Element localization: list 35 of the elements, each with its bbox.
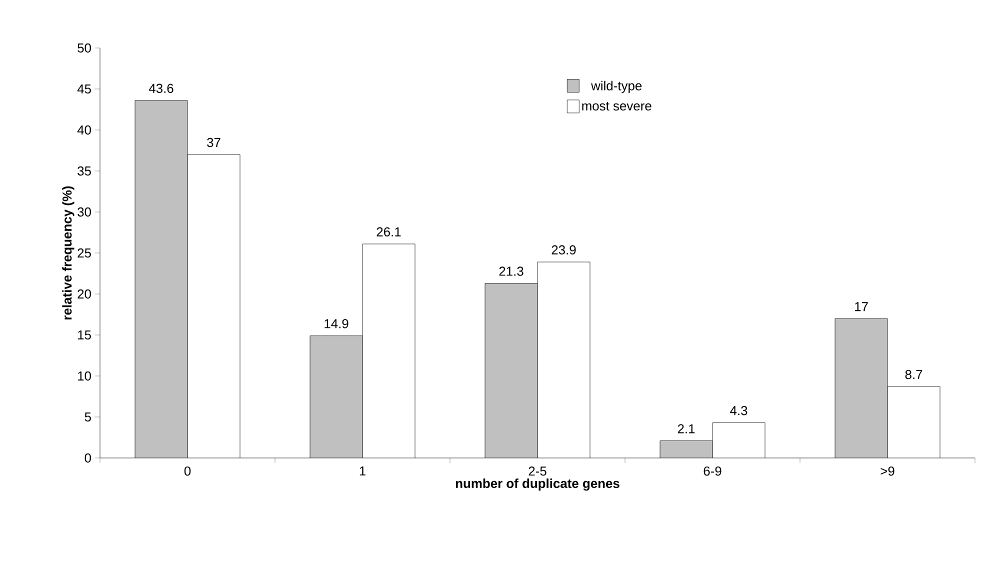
data-label: 17 [855, 302, 868, 312]
bar [834, 318, 888, 458]
y-tick-label: 25 [78, 248, 91, 258]
x-tick-label: 0 [184, 466, 191, 476]
data-label: 4.3 [730, 406, 748, 416]
bar [310, 336, 363, 458]
y-tick-label: 15 [78, 330, 91, 340]
x-tick-label: >9 [880, 466, 894, 476]
data-label: 14.9 [324, 319, 348, 328]
y-tick-label: 10 [78, 371, 91, 381]
bar [660, 440, 713, 458]
y-tick-label: 40 [77, 125, 91, 135]
y-tick-label: 50 [78, 43, 91, 53]
data-label: 43.6 [148, 84, 174, 93]
data-label: 21.3 [499, 266, 524, 276]
bar [135, 100, 188, 458]
data-label: 23.9 [552, 245, 576, 254]
y-tick-label: 30 [78, 207, 91, 217]
x-tick-label: 6-9 [704, 466, 722, 476]
x-axis-title: number of duplicate genes [456, 478, 620, 491]
bar [485, 283, 538, 458]
data-label: 2.1 [678, 424, 695, 434]
data-label: 26.1 [376, 227, 401, 236]
y-tick-label: 35 [78, 166, 91, 176]
data-label: 37 [207, 138, 220, 148]
legend-label: wild-type [591, 80, 642, 93]
legend-label: most severe [582, 102, 652, 111]
x-tick-label: 1 [360, 466, 366, 476]
y-tick-label: 5 [84, 412, 91, 422]
y-axis-title: relative frequency (%) [62, 186, 74, 320]
y-tick-label: 45 [77, 84, 91, 94]
y-tick-label: 20 [78, 289, 91, 299]
y-tick-label: 0 [84, 453, 91, 463]
data-label: 8.7 [905, 370, 922, 380]
x-tick-label: 2-5 [528, 466, 546, 476]
